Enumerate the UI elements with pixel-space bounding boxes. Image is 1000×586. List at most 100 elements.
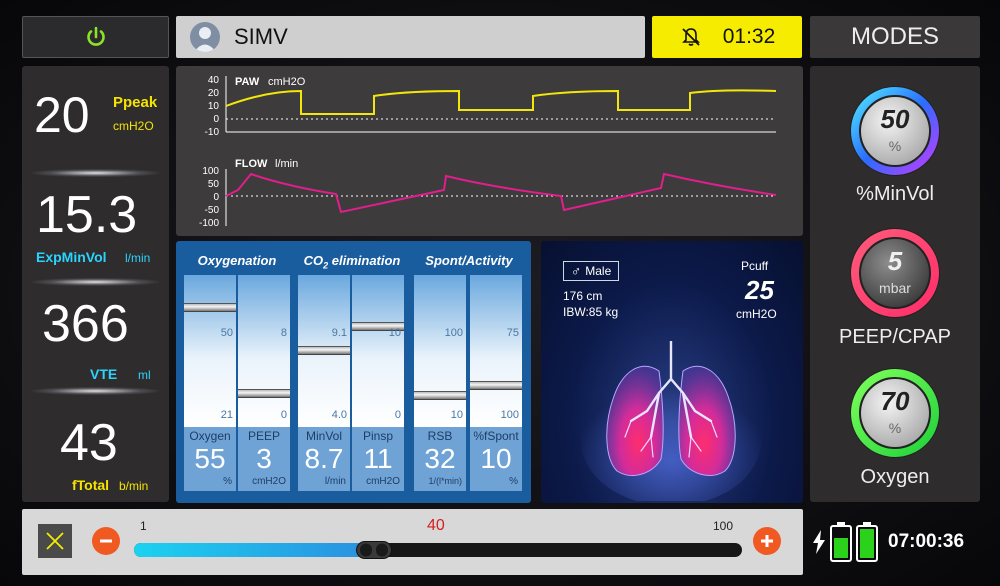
alarm-silence-button[interactable]: 01:32: [652, 16, 802, 58]
oxygen-mode-knob[interactable]: 70 %: [848, 366, 942, 460]
setting-min: 100: [500, 409, 519, 421]
measurements-panel: 20 Ppeak cmH2O 15.3 ExpMinVol l/min 366 …: [22, 66, 169, 502]
close-icon: [46, 532, 64, 550]
slider-value-label: 40: [427, 517, 445, 534]
paw-unit: cmH2O: [268, 76, 306, 88]
flow-waveform: [225, 172, 777, 214]
group-title-spont-activity: Spont/Activity: [425, 253, 513, 268]
measurement-label: Ppeak: [113, 94, 158, 111]
flow-tick: 50: [208, 179, 220, 190]
paw-label: PAW: [235, 76, 260, 88]
setting-name: Pinsp: [362, 429, 394, 443]
setting-minvol[interactable]: 9.1 4.0 MinVol 8.7 l/min: [298, 275, 350, 491]
setting-max: 10: [388, 327, 401, 339]
paw-waveform: [225, 89, 777, 115]
ventilation-mode: SIMV: [234, 24, 288, 49]
power-button[interactable]: [22, 16, 169, 58]
slider-fill: [134, 543, 374, 557]
male-icon: ♂: [570, 263, 582, 279]
setting-name: MinVol: [305, 429, 343, 443]
divider: [32, 169, 159, 177]
measurement-ppeak: 20 Ppeak cmH2O: [22, 66, 169, 175]
setting-max: 9.1: [331, 327, 347, 339]
knob-unit: mbar: [879, 280, 911, 296]
setting-pinsp[interactable]: 10 0 Pinsp 11 cmH2O: [352, 275, 404, 491]
measurement-value: 20: [34, 87, 90, 143]
cancel-button[interactable]: [38, 524, 72, 558]
setting-value: 55: [194, 443, 226, 474]
paw-tick: 0: [213, 114, 219, 125]
setting-min: 4.0: [331, 409, 347, 421]
flow-tick: -50: [205, 205, 220, 216]
flow-tick: -100: [199, 218, 219, 229]
setting-name: %fSpont: [473, 429, 519, 443]
knob-unit: %: [888, 420, 902, 436]
setting-slider-handle[interactable]: [184, 302, 236, 312]
flow-tick: 100: [202, 166, 219, 177]
setting-peep[interactable]: 8 0 PEEP 3 cmH2O: [238, 275, 290, 491]
gender-badge[interactable]: ♂ Male: [563, 261, 619, 281]
slider-thumb[interactable]: [355, 541, 392, 559]
setting-value: 32: [424, 443, 456, 474]
group-title-co2-subscript: 2: [323, 260, 329, 271]
group-title-co2-prefix: CO: [303, 253, 324, 268]
modes-title: MODES: [810, 16, 980, 58]
pcuff-label: Pcuff: [741, 259, 769, 273]
status-area: 07:00:36: [812, 517, 982, 567]
setting-value: 10: [480, 443, 512, 474]
flow-label: FLOW: [235, 158, 268, 170]
setting-name: Oxygen: [189, 429, 231, 443]
pcuff-unit: cmH2O: [736, 307, 777, 321]
setting-slider-handle[interactable]: [238, 389, 290, 399]
flow-unit: l/min: [275, 158, 298, 170]
group-title-co2-suffix: elimination: [328, 253, 401, 268]
system-clock: 07:00:36: [888, 531, 965, 552]
measurement-vte: 366 VTE ml: [22, 284, 169, 393]
waveform-panel: 40 20 10 0 -10 PAW cmH2O 100 50 0 -50 -1…: [176, 66, 803, 236]
decrease-button[interactable]: [92, 527, 120, 555]
setting-slider-handle[interactable]: [470, 381, 522, 390]
paw-tick: 20: [208, 88, 220, 99]
ventilation-mode-bar[interactable]: SIMV: [176, 16, 645, 58]
slider-max-label: 100: [713, 519, 734, 533]
power-icon: [86, 26, 105, 46]
setting-unit: cmH2O: [252, 476, 286, 487]
slider-min-label: 1: [140, 519, 147, 533]
setting-value: 3: [256, 443, 272, 474]
setting-slider-handle[interactable]: [352, 322, 404, 332]
setting-max: 50: [220, 327, 233, 339]
setting-unit: 1/(l*min): [428, 476, 462, 486]
knob-value: 5: [887, 246, 903, 276]
flow-tick: 0: [213, 192, 219, 203]
minus-icon: [100, 539, 112, 543]
measurement-value: 366: [42, 295, 129, 353]
setting-slider-handle[interactable]: [298, 346, 350, 355]
battery-full-icon: [856, 522, 878, 562]
measurement-ftotal: 43 fTotal b/min: [22, 393, 169, 502]
adjust-slider-bar: 1 40 100: [22, 509, 803, 575]
knob-unit: %: [888, 138, 902, 154]
battery-icon: [830, 522, 852, 562]
measurement-unit: ml: [138, 368, 151, 382]
setting-rsb[interactable]: 100 10 RSB 32 1/(l*min): [414, 275, 466, 491]
group-title-co2-elimination: CO2 elimination: [296, 253, 408, 271]
measurement-label: ExpMinVol: [36, 249, 107, 265]
paw-tick: -10: [205, 127, 220, 138]
setting-oxygen[interactable]: 50 21 Oxygen 55 %: [184, 275, 236, 491]
knob-label: PEEP/CPAP: [839, 326, 951, 348]
measurement-unit: cmH2O: [113, 119, 154, 133]
measurement-unit: b/min: [119, 479, 149, 493]
knob-value: 50: [880, 104, 910, 134]
measurement-unit: l/min: [125, 251, 151, 265]
measurement-label: fTotal: [72, 477, 110, 493]
setting-slider-handle[interactable]: [414, 390, 466, 400]
measurement-value: 43: [60, 414, 118, 472]
patient-panel: ♂ Male 176 cm IBW:85 kg Pcuff 25 cmH2O: [541, 241, 803, 503]
minvol-mode-knob[interactable]: 50 %: [848, 84, 942, 178]
peep-cpap-mode-knob[interactable]: 5 mbar: [848, 226, 942, 320]
setting-unit: l/min: [324, 476, 346, 487]
slider-track[interactable]: [134, 543, 742, 557]
knob-ring-icon: [850, 86, 940, 176]
setting-fspont[interactable]: 75 100 %fSpont 10 %: [470, 275, 522, 491]
increase-button[interactable]: [753, 527, 781, 555]
